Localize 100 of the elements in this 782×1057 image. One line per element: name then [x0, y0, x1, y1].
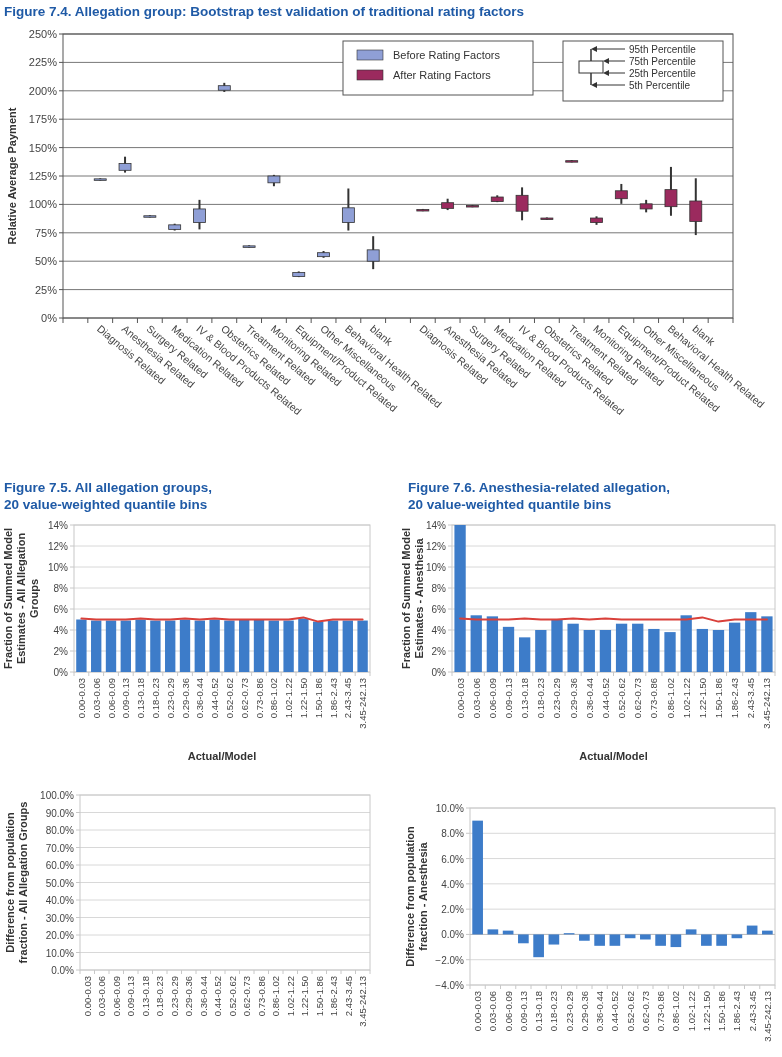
x-axis-title: Actual/Model [579, 750, 648, 762]
y-tick-label: 8.0% [441, 828, 465, 840]
y-tick-label: 10% [47, 562, 69, 573]
y-tick-label: 10.0% [45, 947, 75, 959]
y-tick-label: 4% [431, 625, 447, 636]
x-tick-label: 0.18-0.23 [154, 976, 166, 1017]
y-tick-label: 50% [34, 255, 58, 268]
x-tick-label: 0.18-0.23 [548, 991, 560, 1032]
bar [519, 637, 531, 672]
y-tick-label: 150% [28, 141, 58, 154]
y-tick-label: 175% [28, 113, 58, 126]
x-tick-label: 0.18-0.23 [149, 678, 161, 719]
y-axis-title: Difference from population fraction - Anesthesia [404, 825, 429, 967]
x-tick-label: 3.45-242.13 [357, 976, 369, 1027]
bar [655, 934, 666, 946]
bar [728, 622, 741, 672]
y-tick-label: 40.0% [45, 895, 75, 906]
bar [664, 632, 676, 672]
x-tick-label: 3.45-242.13 [761, 991, 773, 1042]
bar [533, 934, 544, 958]
y-axis-title: Fraction of Summed Model Estimates - Anesthesia [400, 527, 425, 670]
x-tick-label: 1.50-1.86 [312, 678, 324, 719]
bar [701, 934, 712, 946]
y-tick-label: 12% [425, 541, 447, 552]
x-tick-label: 0.44-0.52 [212, 976, 224, 1017]
y-tick-label: 100.0% [40, 790, 75, 801]
y-tick-label: 4.0% [441, 878, 465, 890]
x-tick-label: 0.73-0.86 [253, 678, 265, 719]
y-axis-title: Relative Average Payment [6, 107, 18, 245]
bar [579, 934, 590, 941]
x-tick-label: 1.86-2.43 [731, 991, 743, 1032]
x-tick-label: 0.13-0.18 [519, 678, 531, 719]
x-tick-label: 1.50-1.86 [712, 678, 724, 719]
bar [731, 934, 743, 939]
x-tick-label: 0.23-0.29 [563, 991, 575, 1032]
x-tick-label: 0.23-0.29 [551, 678, 563, 719]
bar [518, 934, 529, 944]
y-tick-label: 2.0% [441, 904, 465, 916]
bar [632, 623, 644, 672]
bar [551, 619, 563, 672]
x-tick-label: 0.06-0.09 [105, 678, 117, 719]
y-tick-label: 0% [431, 667, 447, 678]
x-tick-label: 0.36-0.44 [194, 678, 206, 719]
x-tick-label: 0.52-0.62 [624, 991, 636, 1032]
x-tick-label: 0.03-0.06 [470, 678, 482, 719]
x-tick-label: 3.45-242.13 [357, 678, 369, 729]
x-tick-label: 0.86-1.02 [664, 678, 676, 719]
bar [486, 616, 499, 672]
x-tick-label: 0.29-0.36 [183, 976, 195, 1017]
x-tick-label: 0.09-0.13 [125, 976, 137, 1017]
annotation: 25th Percentile [629, 68, 697, 79]
annotation: 95th Percentile [629, 44, 697, 55]
x-tick-label: 1.02-1.22 [283, 678, 295, 719]
x-tick-label: 0.29-0.36 [179, 678, 191, 719]
bar [502, 626, 515, 672]
x-tick-label: 0.62-0.73 [632, 678, 644, 719]
y-tick-label: 12% [47, 541, 69, 552]
x-tick-label: 1.22-1.50 [696, 678, 708, 719]
x-tick-label: 0.00-0.03 [75, 678, 87, 719]
bar [716, 934, 727, 946]
y-tick-label: 10.0% [435, 803, 465, 814]
x-tick-label: 0.06-0.09 [110, 976, 122, 1017]
y-tick-label: 250% [28, 28, 58, 40]
legend-label: Before Rating Factors [393, 49, 501, 61]
bar [583, 630, 595, 672]
y-tick-label: −2.0% [435, 954, 465, 966]
chart-title: Figure 7.4. Allegation group: Bootstrap test validation of traditional rating factors [4, 4, 525, 19]
bar [594, 934, 605, 946]
bar [535, 630, 547, 672]
y-tick-label: 90.0% [45, 807, 75, 819]
x-tick-label: 0.52-0.62 [616, 678, 628, 719]
annotation: 75th Percentile [629, 56, 697, 67]
bar [548, 934, 560, 945]
y-tick-label: 100% [28, 198, 58, 211]
x-tick-label: 0.62-0.73 [639, 991, 651, 1032]
y-tick-label: 0.0% [441, 929, 465, 941]
y-tick-label: 6% [53, 604, 69, 615]
y-tick-label: 70.0% [45, 842, 75, 854]
chart-title: Figure 7.5. All allegation groups, 20 value-weighted quantile bins [4, 480, 213, 512]
x-tick-label: 0.09-0.13 [120, 678, 132, 719]
y-axis-title: Fraction of Summed Model Estimates - All Allegation Groups [2, 527, 40, 670]
bar [640, 934, 651, 940]
y-tick-label: 0.0% [51, 965, 75, 976]
y-tick-label: 50.0% [45, 877, 75, 889]
bar [472, 820, 483, 935]
x-tick-label: 0.29-0.36 [567, 678, 579, 719]
x-tick-label: 0.44-0.52 [599, 678, 611, 719]
x-tick-label: 1.02-1.22 [284, 976, 296, 1017]
x-axis-title: Actual/Model [187, 750, 257, 762]
y-tick-label: 14% [425, 520, 447, 531]
x-tick-label: 2.43-3.45 [342, 976, 354, 1017]
x-tick-label: 0.62-0.73 [238, 678, 250, 719]
x-tick-label: 0.00-0.03 [81, 976, 93, 1017]
chart-title: Figure 7.6. Anesthesia-related allegation, 20 value-weighted quantile bins [408, 480, 671, 512]
y-axis-title: Difference from population fraction - All Allegation Groups [4, 801, 29, 964]
x-tick-label: 1.22-1.50 [700, 991, 712, 1032]
y-tick-label: 6% [431, 604, 447, 615]
x-tick-label: 2.43-3.45 [746, 991, 758, 1032]
bar [670, 934, 682, 948]
y-tick-label: 80.0% [45, 825, 75, 836]
